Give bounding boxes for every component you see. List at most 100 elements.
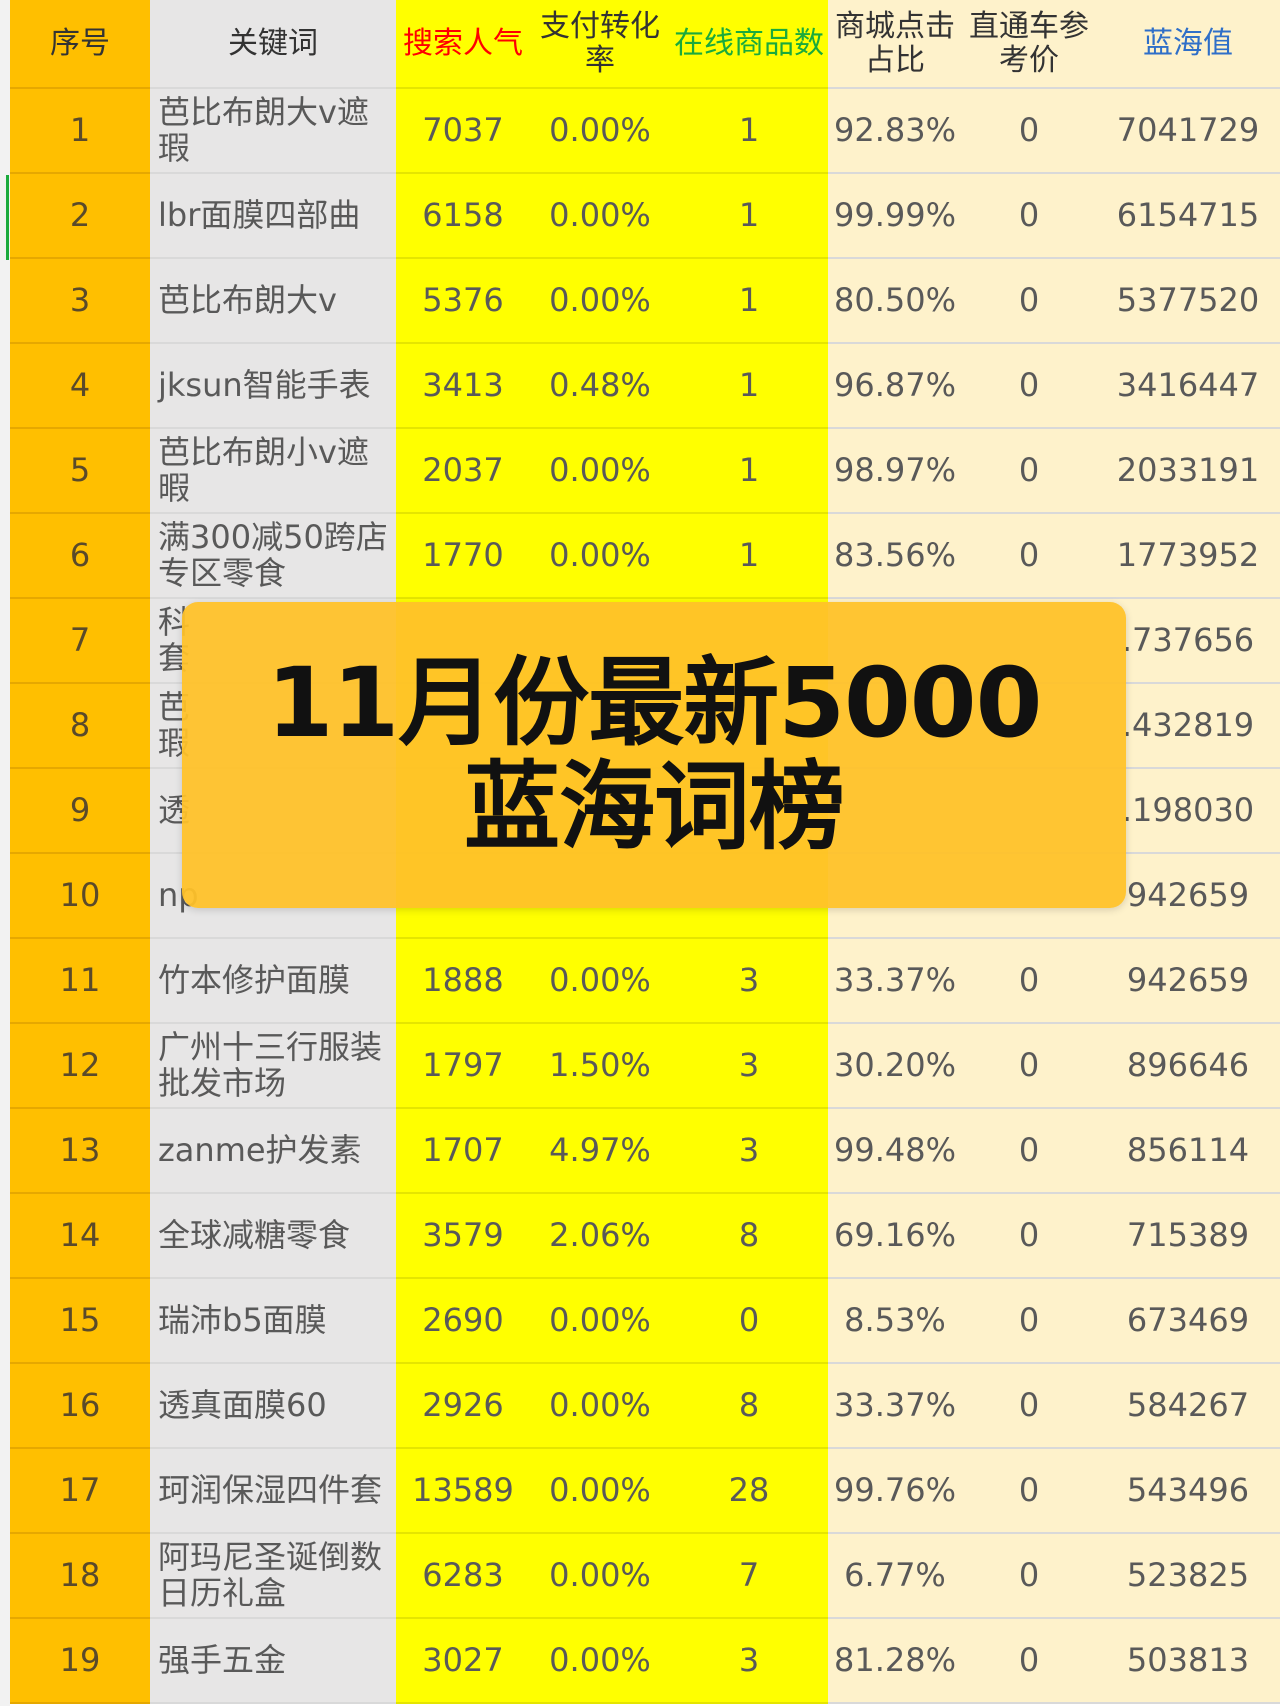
cell-blue-value[interactable]: 523825 [1096, 1534, 1280, 1619]
cell-seq[interactable]: 4 [10, 344, 150, 429]
cell-blue-value[interactable]: 856114 [1096, 1109, 1280, 1194]
cell-mall-click[interactable]: 30.20% [828, 1024, 962, 1109]
cell-ztc-price[interactable]: 0 [962, 429, 1096, 514]
cell-items[interactable]: 8 [670, 1364, 828, 1449]
cell-items[interactable]: 1 [670, 174, 828, 259]
cell-keyword[interactable]: 全球减糖零食 [150, 1194, 396, 1279]
cell-popularity[interactable]: 6158 [396, 174, 530, 259]
cell-seq[interactable]: 8 [10, 684, 150, 769]
cell-conversion[interactable]: 1.50% [530, 1024, 670, 1109]
cell-seq[interactable]: 14 [10, 1194, 150, 1279]
cell-items[interactable]: 1 [670, 89, 828, 174]
header-popularity[interactable]: 搜索人气 [396, 0, 530, 89]
cell-conversion[interactable]: 0.00% [530, 1449, 670, 1534]
cell-blue-value[interactable]: 942659 [1096, 939, 1280, 1024]
cell-ztc-price[interactable]: 0 [962, 1619, 1096, 1704]
cell-popularity[interactable]: 3027 [396, 1619, 530, 1704]
cell-mall-click[interactable]: 99.48% [828, 1109, 962, 1194]
cell-seq[interactable]: 9 [10, 769, 150, 854]
cell-ztc-price[interactable]: 0 [962, 344, 1096, 429]
cell-seq[interactable]: 7 [10, 599, 150, 684]
cell-conversion[interactable]: 0.48% [530, 344, 670, 429]
cell-ztc-price[interactable]: 0 [962, 1364, 1096, 1449]
cell-keyword[interactable]: 瑞沛b5面膜 [150, 1279, 396, 1364]
cell-ztc-price[interactable]: 0 [962, 174, 1096, 259]
cell-blue-value[interactable]: 2033191 [1096, 429, 1280, 514]
cell-conversion[interactable]: 0.00% [530, 259, 670, 344]
cell-conversion[interactable]: 0.00% [530, 174, 670, 259]
cell-popularity[interactable]: 2926 [396, 1364, 530, 1449]
cell-mall-click[interactable]: 80.50% [828, 259, 962, 344]
header-blue-value[interactable]: 蓝海值 [1096, 0, 1280, 89]
cell-ztc-price[interactable]: 0 [962, 1534, 1096, 1619]
cell-seq[interactable]: 2 [10, 174, 150, 259]
cell-mall-click[interactable]: 99.99% [828, 174, 962, 259]
header-conversion[interactable]: 支付转化率 [530, 0, 670, 89]
cell-popularity[interactable]: 13589 [396, 1449, 530, 1534]
cell-mall-click[interactable]: 33.37% [828, 939, 962, 1024]
cell-keyword[interactable]: 芭比布朗大v遮瑕 [150, 89, 396, 174]
cell-conversion[interactable]: 0.00% [530, 1534, 670, 1619]
cell-keyword[interactable]: 满300减50跨店专区零食 [150, 514, 396, 599]
cell-seq[interactable]: 19 [10, 1619, 150, 1704]
cell-items[interactable]: 0 [670, 1279, 828, 1364]
cell-ztc-price[interactable]: 0 [962, 939, 1096, 1024]
cell-ztc-price[interactable]: 0 [962, 89, 1096, 174]
cell-conversion[interactable]: 0.00% [530, 1364, 670, 1449]
header-seq[interactable]: 序号 [10, 0, 150, 89]
cell-seq[interactable]: 13 [10, 1109, 150, 1194]
cell-mall-click[interactable]: 6.77% [828, 1534, 962, 1619]
cell-ztc-price[interactable]: 0 [962, 1024, 1096, 1109]
cell-blue-value[interactable]: 1773952 [1096, 514, 1280, 599]
cell-blue-value[interactable]: 715389 [1096, 1194, 1280, 1279]
cell-ztc-price[interactable]: 0 [962, 1449, 1096, 1534]
header-mall-click[interactable]: 商城点击占比 [828, 0, 962, 89]
cell-blue-value[interactable]: .432819 [1096, 684, 1280, 769]
cell-seq[interactable]: 3 [10, 259, 150, 344]
cell-items[interactable]: 1 [670, 259, 828, 344]
cell-items[interactable]: 28 [670, 1449, 828, 1534]
cell-mall-click[interactable]: 33.37% [828, 1364, 962, 1449]
cell-seq[interactable]: 15 [10, 1279, 150, 1364]
cell-blue-value[interactable]: 3416447 [1096, 344, 1280, 429]
cell-blue-value[interactable]: 896646 [1096, 1024, 1280, 1109]
cell-seq[interactable]: 1 [10, 89, 150, 174]
cell-keyword[interactable]: jksun智能手表 [150, 344, 396, 429]
cell-seq[interactable]: 16 [10, 1364, 150, 1449]
cell-keyword[interactable]: 广州十三行服装批发市场 [150, 1024, 396, 1109]
cell-ztc-price[interactable]: 0 [962, 1279, 1096, 1364]
cell-conversion[interactable]: 2.06% [530, 1194, 670, 1279]
cell-conversion[interactable]: 0.00% [530, 1279, 670, 1364]
cell-blue-value[interactable]: 503813 [1096, 1619, 1280, 1704]
cell-ztc-price[interactable]: 0 [962, 514, 1096, 599]
cell-ztc-price[interactable]: 0 [962, 1109, 1096, 1194]
cell-seq[interactable]: 12 [10, 1024, 150, 1109]
cell-blue-value[interactable]: 7041729 [1096, 89, 1280, 174]
cell-keyword[interactable]: lbr面膜四部曲 [150, 174, 396, 259]
cell-seq[interactable]: 11 [10, 939, 150, 1024]
cell-mall-click[interactable]: 83.56% [828, 514, 962, 599]
cell-mall-click[interactable]: 69.16% [828, 1194, 962, 1279]
cell-conversion[interactable]: 0.00% [530, 89, 670, 174]
cell-seq[interactable]: 6 [10, 514, 150, 599]
cell-items[interactable]: 7 [670, 1534, 828, 1619]
cell-blue-value[interactable]: .737656 [1096, 599, 1280, 684]
cell-blue-value[interactable]: 6154715 [1096, 174, 1280, 259]
header-ztc-price[interactable]: 直通车参考价 [962, 0, 1096, 89]
cell-blue-value[interactable]: 584267 [1096, 1364, 1280, 1449]
cell-keyword[interactable]: 透真面膜60 [150, 1364, 396, 1449]
cell-conversion[interactable]: 0.00% [530, 1619, 670, 1704]
cell-blue-value[interactable]: 5377520 [1096, 259, 1280, 344]
cell-popularity[interactable]: 2037 [396, 429, 530, 514]
cell-popularity[interactable]: 7037 [396, 89, 530, 174]
cell-mall-click[interactable]: 96.87% [828, 344, 962, 429]
cell-keyword[interactable]: 芭比布朗大v [150, 259, 396, 344]
cell-seq[interactable]: 5 [10, 429, 150, 514]
cell-items[interactable]: 3 [670, 939, 828, 1024]
cell-mall-click[interactable]: 92.83% [828, 89, 962, 174]
cell-mall-click[interactable]: 99.76% [828, 1449, 962, 1534]
cell-mall-click[interactable]: 8.53% [828, 1279, 962, 1364]
cell-items[interactable]: 3 [670, 1619, 828, 1704]
cell-conversion[interactable]: 4.97% [530, 1109, 670, 1194]
cell-keyword[interactable]: zanme护发素 [150, 1109, 396, 1194]
